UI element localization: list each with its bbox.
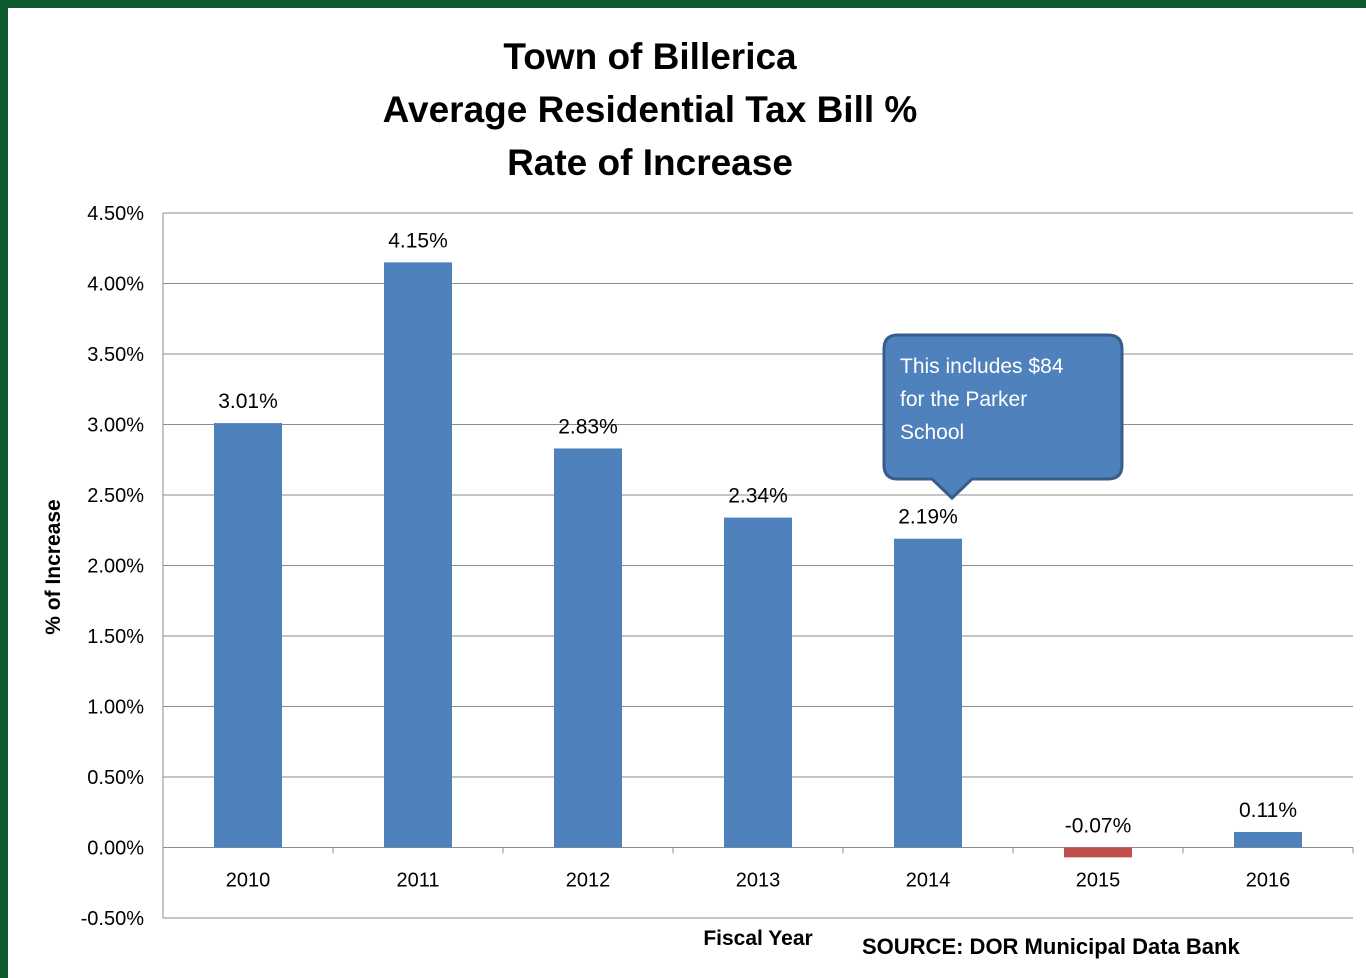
bar-2015 [1064,847,1132,858]
bar-2013 [724,517,792,848]
callout-line-1: This includes $84 [900,355,1064,378]
data-label: 2.83% [558,415,618,438]
bar-2010 [214,423,282,848]
x-tick-label: 2011 [396,870,439,892]
y-tick-label: 1.00% [87,697,144,719]
x-tick-labels: 2010 2011 2012 2013 2014 2015 2016 [226,870,1291,892]
x-tick-label: 2015 [1076,870,1121,892]
chart-title-line-2: Average Residential Tax Bill % [382,89,918,130]
bar-2016 [1234,831,1302,848]
y-tick-label: 2.00% [87,556,144,578]
x-tick-label: 2014 [906,870,951,892]
y-tick-label: 3.00% [87,415,144,437]
data-label: 3.01% [218,390,278,413]
callout-text: This includes $84 for the Parker School [900,350,1110,449]
bar-2014 [894,538,962,848]
y-tick-label: 4.50% [87,203,144,225]
bar-2012 [554,448,622,848]
data-labels: 3.01% 4.15% 2.83% 2.34% 2.19% -0.07% 0.11% [218,229,1297,837]
callout-line-2: for the Parker [900,388,1028,411]
chart-title-line-1: Town of Billerica [503,36,797,77]
y-axis-label: % of Increase [42,499,65,634]
y-tick-label: 4.00% [87,274,144,296]
data-label: -0.07% [1065,815,1132,838]
bars [214,262,1302,858]
x-tick-label: 2010 [226,870,271,892]
source-note: SOURCE: DOR Municipal Data Bank [862,934,1240,959]
x-tick-label: 2012 [566,870,611,892]
chart-title-line-3: Rate of Increase [507,142,793,183]
bar-2011 [384,262,452,848]
data-label: 0.11% [1239,799,1297,822]
callout-bubble [882,333,1124,501]
x-tick-label: 2013 [736,870,781,892]
y-tick-label: 3.50% [87,344,144,366]
y-tick-label: -0.50% [81,908,145,930]
chart-title: Town of Billerica Average Residential Ta… [300,30,1000,189]
y-tick-label: 1.50% [87,626,144,648]
data-label: 2.19% [898,506,958,529]
callout-line-3: School [900,421,965,444]
x-tick-label: 2016 [1246,870,1291,892]
data-label: 4.15% [388,229,448,252]
y-tick-label: 0.00% [87,838,144,860]
y-tick-label: 0.50% [87,767,144,789]
y-tick-labels: 4.50% 4.00% 3.50% 3.00% 2.50% 2.00% 1.50% 1.00%… [81,203,145,930]
y-tick-label: 2.50% [87,485,144,507]
data-label: 2.34% [728,485,788,508]
x-axis-label: Fiscal Year [703,927,812,950]
